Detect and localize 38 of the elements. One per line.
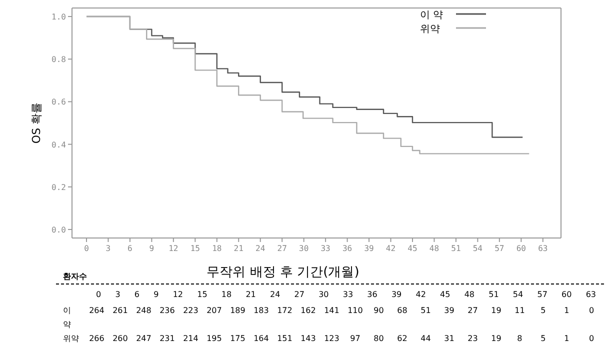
- x-tick-label: 15: [190, 244, 200, 253]
- text: 위약: [63, 334, 79, 343]
- x-tick-label: 54: [472, 244, 483, 253]
- x-tick-label: 39: [364, 244, 374, 253]
- y-tick-label: 0.4: [52, 140, 66, 150]
- x-tick-label: 45: [408, 244, 418, 253]
- text: 264 261 248 236 223 207 189 183 172 162 141 110 90 68 51 39 27 19 11 5 1 0: [89, 306, 594, 315]
- x-tick-label: 42: [386, 244, 396, 253]
- x-tick-label: 51: [451, 244, 461, 253]
- legend-label: 위약: [420, 24, 440, 35]
- y-tick-label: 0.2: [52, 182, 66, 192]
- x-tick-label: 63: [538, 244, 548, 253]
- text: 266 260 247 231 214 195 175 164 151 143 123 97 80 62 44 31 23 19 8 5 1 0: [89, 334, 594, 343]
- text: 0 3 6 9 12 15 18 21 24 27 30 33 36 39 42 45 48 51 54 57 60 63: [96, 290, 596, 299]
- x-tick-label: 12: [168, 244, 178, 253]
- x-tick-label: 0: [84, 244, 90, 253]
- x-tick-label: 57: [494, 244, 504, 253]
- x-tick-label: 21: [234, 244, 244, 253]
- text: 이 약: [63, 306, 74, 329]
- x-tick-label: 27: [277, 244, 288, 253]
- x-tick-label: 18: [212, 244, 222, 253]
- text: 환자수: [63, 272, 87, 281]
- x-axis-title: 무작위 배정 후 기간(개월): [206, 265, 360, 280]
- y-tick-label: 0.6: [52, 98, 66, 107]
- x-tick-label: 6: [128, 244, 133, 253]
- x-tick-label: 3: [106, 244, 111, 253]
- x-tick-label: 36: [342, 244, 352, 253]
- y-tick-label: 0.8: [52, 55, 66, 64]
- legend-label: 이 약: [420, 10, 444, 21]
- x-tick-label: 24: [256, 244, 266, 253]
- x-tick-label: 33: [320, 244, 331, 253]
- y-tick-label: 0.0: [52, 225, 66, 234]
- x-tick-label: 9: [149, 244, 154, 253]
- x-tick-label: 48: [429, 244, 440, 253]
- x-tick-label: 30: [299, 244, 309, 253]
- x-tick-label: 60: [516, 244, 526, 253]
- y-tick-label: 1.0: [52, 12, 66, 22]
- y-axis-title: OS 확률: [30, 102, 43, 144]
